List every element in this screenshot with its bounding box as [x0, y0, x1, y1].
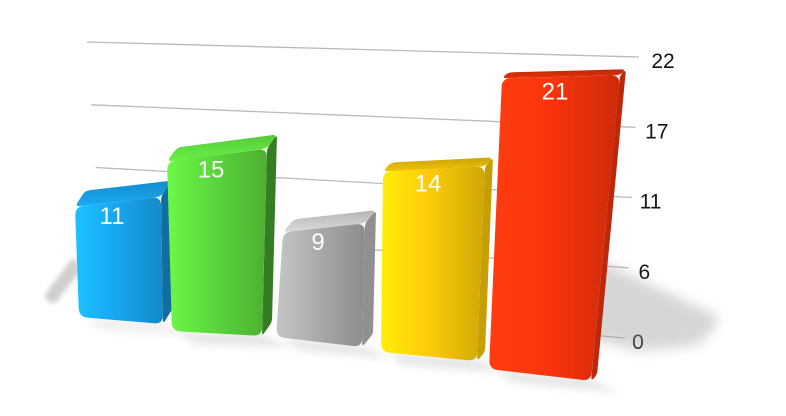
shadow-right-of-bar-4: [586, 260, 719, 351]
shadow-base-bar-0: [89, 318, 189, 336]
shadow-base-bar-3: [391, 353, 503, 373]
bar-2-front-face[interactable]: [276, 224, 365, 347]
shadow-base-bar-2: [286, 338, 388, 359]
bar-0-top-face: [76, 181, 170, 207]
shadow-left-of-bar-0: [44, 258, 80, 304]
bar-4-top-face: [503, 69, 625, 79]
bar-1-front-face[interactable]: [167, 149, 267, 336]
bar-2[interactable]: 9: [276, 210, 376, 347]
bar-0-front-face[interactable]: [75, 197, 163, 324]
shadows: [44, 258, 719, 393]
bar-0[interactable]: 11: [75, 181, 173, 324]
bar-3-side-face: [477, 159, 493, 360]
bar-3-top-face: [384, 157, 492, 172]
shadow-base-bar-1: [182, 332, 288, 348]
bar-3-front-face[interactable]: [381, 166, 485, 361]
shadow-base-bar-4: [499, 370, 617, 393]
bar-2-side-face: [362, 211, 376, 346]
bar-3[interactable]: 14: [381, 157, 493, 361]
bar-1-top-face: [168, 135, 276, 161]
bar-4-side-face: [591, 70, 626, 380]
bar-1[interactable]: 15: [167, 135, 277, 336]
axis-tick-label-22: 22: [651, 50, 674, 73]
axis-tick-label-11: 11: [640, 191, 662, 214]
gridline-22: [86, 41, 640, 58]
bar-1-side-face: [262, 136, 277, 335]
bar-4-front-face[interactable]: [489, 75, 620, 381]
bar-2-top-face: [284, 210, 375, 232]
axis-tick-label-17: 17: [645, 120, 668, 143]
